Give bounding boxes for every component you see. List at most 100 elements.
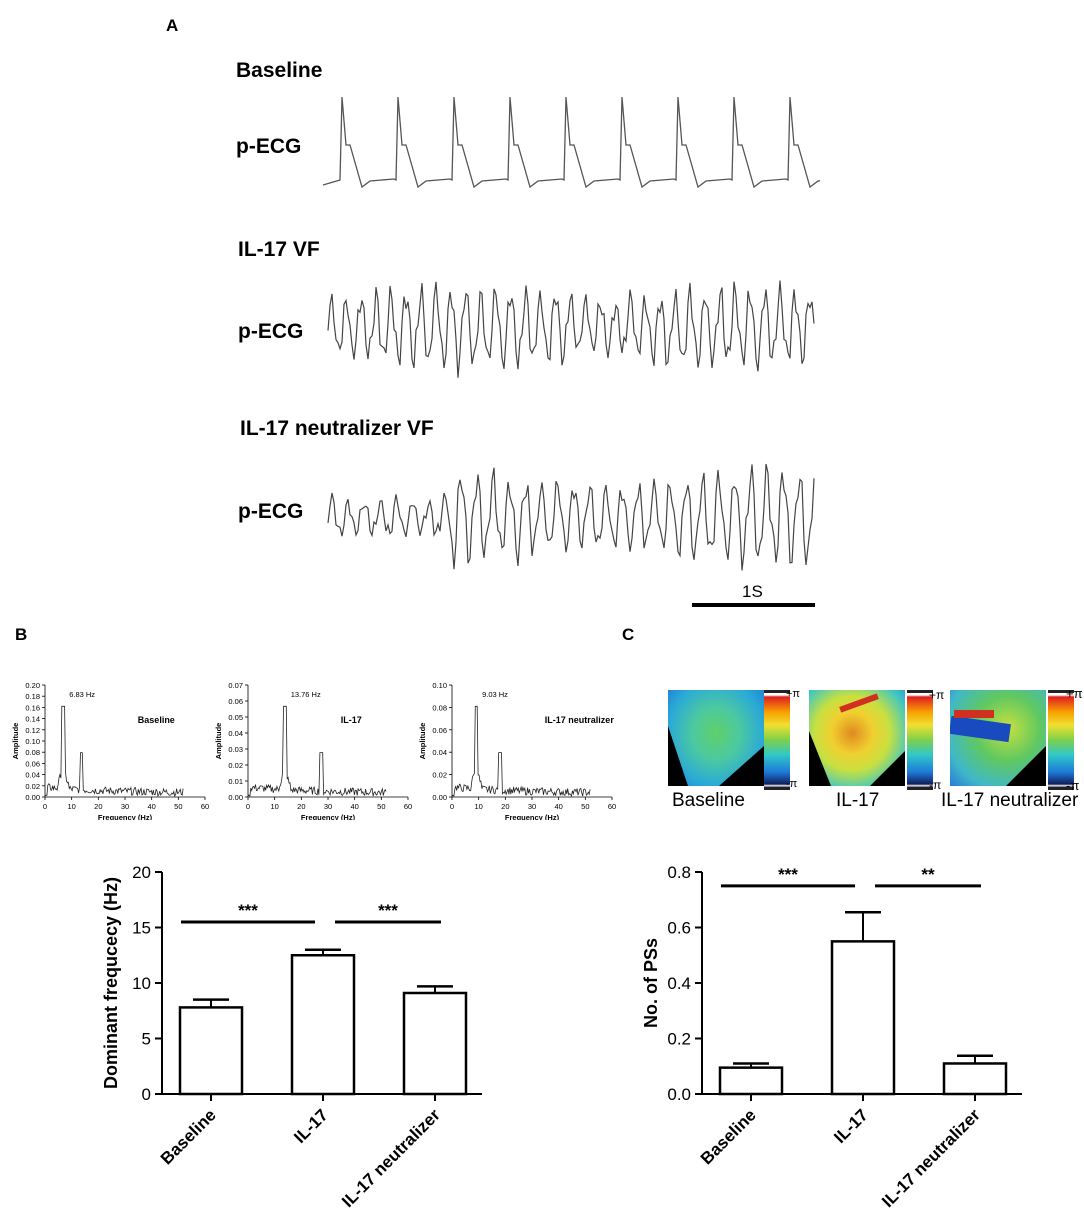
x-tick-label: IL-17 neutralizer [338, 1105, 444, 1210]
y-tick-label: 0.00 [432, 793, 447, 802]
spectrum-line [44, 705, 184, 798]
y-tick-label: 0.00 [228, 793, 243, 802]
panel-letter-a: A [166, 16, 179, 35]
y-tick-label: 0.06 [432, 726, 447, 735]
y-tick-label: 0.0 [667, 1085, 691, 1104]
spectrum-line [247, 705, 387, 797]
y-tick-label: 0.4 [667, 974, 691, 993]
ecg-line [322, 96, 820, 189]
y-tick-label: 0.14 [25, 715, 40, 724]
ecg-trace-il17 [327, 280, 815, 378]
significance-label: *** [778, 865, 798, 884]
ecg-line [327, 463, 815, 571]
ecg-trace-neutralizer [327, 463, 815, 571]
spectrum-baseline: 0.00 0.02 0.04 0.06 0.08 0.10 0.12 0.14 0.16 0.18… [11, 681, 209, 820]
ecg-trace-baseline [322, 96, 820, 189]
bar-chart-dominant-frequency: 0 5 10 15 20 Dominant frequcecy (Hz) Baseline I… [101, 863, 482, 1210]
x-tick-label: 40 [350, 802, 358, 811]
x-tick-label: 30 [121, 802, 129, 811]
significance-label: ** [921, 865, 935, 884]
y-tick-label: 0.04 [228, 729, 243, 738]
x-tick-label: 0 [43, 802, 47, 811]
y-tick-label: 0.05 [228, 713, 243, 722]
colorbar-il17 [907, 690, 933, 790]
colorbar-bottom-label: -π [1066, 778, 1080, 793]
y-tick-label: 0.08 [25, 748, 40, 757]
y-tick-label: 0.04 [432, 748, 447, 757]
significance-label: *** [238, 901, 258, 920]
x-axis-label: Frequency (Hz) [301, 813, 356, 820]
colorbar-top-label: +π [929, 688, 945, 702]
x-tick-label: IL-17 neutralizer [878, 1105, 984, 1210]
y-axis-label: Amplitude [11, 723, 20, 760]
phase-map-neutralizer [950, 690, 1046, 786]
map-label-il17: IL-17 [836, 790, 880, 811]
y-tick-label: 0.12 [25, 726, 40, 735]
scale-bar [692, 603, 815, 607]
x-tick-label: 20 [297, 802, 305, 811]
x-axis-label: Frequency (Hz) [98, 813, 153, 820]
spectrum-title: Baseline [138, 715, 175, 725]
y-tick-label: 0.02 [432, 771, 447, 780]
y-tick-label: 0 [142, 1085, 151, 1104]
bar-chart-phase-singularities: 0.0 0.2 0.4 0.6 0.8 No. of PSs Baseline IL-17 IL… [641, 863, 1022, 1210]
trace-title-il17: IL-17 VF [238, 238, 320, 261]
y-tick-label: 0.03 [228, 745, 243, 754]
x-tick-label: 10 [67, 802, 75, 811]
spectrum-title: IL-17 [341, 715, 362, 725]
spectrum-line [451, 705, 591, 798]
y-axis-label: Amplitude [214, 723, 223, 760]
bar [942, 1062, 1008, 1096]
y-tick-label: 0.10 [432, 681, 447, 690]
x-tick-label: 50 [174, 802, 182, 811]
x-tick-label: 20 [501, 802, 509, 811]
x-tick-label: 40 [147, 802, 155, 811]
spectrum-title: IL-17 neutralizer [545, 715, 615, 725]
x-tick-label: 50 [581, 802, 589, 811]
colorbar-bottom-label: -π [786, 778, 798, 790]
x-tick-label: 0 [450, 802, 454, 811]
bar [178, 1006, 244, 1096]
spectrum-neutralizer: 0.00 0.02 0.04 0.06 0.08 0.10 0 10 20 30 40 50 60 Fre… [418, 681, 616, 820]
x-tick-label: IL-17 [290, 1105, 331, 1146]
y-tick-label: 0.6 [667, 919, 691, 938]
y-tick-label: 0.07 [228, 681, 243, 690]
bar [402, 991, 468, 1096]
trace-label-baseline: p-ECG [236, 135, 302, 158]
x-tick-label: 10 [474, 802, 482, 811]
y-tick-label: 0.06 [25, 759, 40, 768]
phase-map-il17 [809, 690, 905, 786]
y-tick-label: 0.02 [25, 782, 40, 791]
spectrum-il17: 0.00 0.01 0.02 0.03 0.04 0.05 0.06 0.07 0 10 20 30 4… [214, 681, 412, 820]
y-tick-label: 15 [132, 919, 151, 938]
y-tick-label: 0.02 [228, 761, 243, 770]
y-tick-label: 0.00 [25, 793, 40, 802]
y-tick-label: 0.06 [228, 697, 243, 706]
x-tick-label: 0 [246, 802, 250, 811]
y-axis-label: No. of PSs [641, 938, 661, 1028]
colorbar-bottom-label: -π [929, 778, 942, 792]
x-tick-label: 50 [377, 802, 385, 811]
x-tick-label: Baseline [697, 1105, 760, 1168]
x-tick-label: 20 [94, 802, 102, 811]
peak-label: 6.83 Hz [69, 690, 95, 699]
map-label-baseline: Baseline [672, 790, 745, 811]
y-tick-label: 10 [132, 974, 151, 993]
panel-letter-b: B [15, 625, 28, 644]
colorbar-baseline [764, 690, 790, 790]
panel-letter-c: C [622, 625, 635, 644]
y-tick-label: 0.10 [25, 737, 40, 746]
scale-bar-label: 1S [742, 582, 763, 601]
trace-title-baseline: Baseline [236, 59, 323, 82]
y-tick-label: 0.2 [667, 1030, 691, 1049]
ecg-line [327, 280, 815, 378]
x-tick-label: 60 [404, 802, 412, 811]
trace-title-neutralizer: IL-17 neutralizer VF [240, 417, 434, 440]
x-tick-label: Baseline [157, 1105, 220, 1168]
peak-label: 9.03 Hz [482, 690, 508, 699]
x-tick-label: 60 [608, 802, 616, 811]
bar [830, 940, 896, 1096]
y-tick-label: 5 [142, 1030, 151, 1049]
trace-label-neutralizer: p-ECG [238, 500, 304, 523]
x-tick-label: 30 [528, 802, 536, 811]
